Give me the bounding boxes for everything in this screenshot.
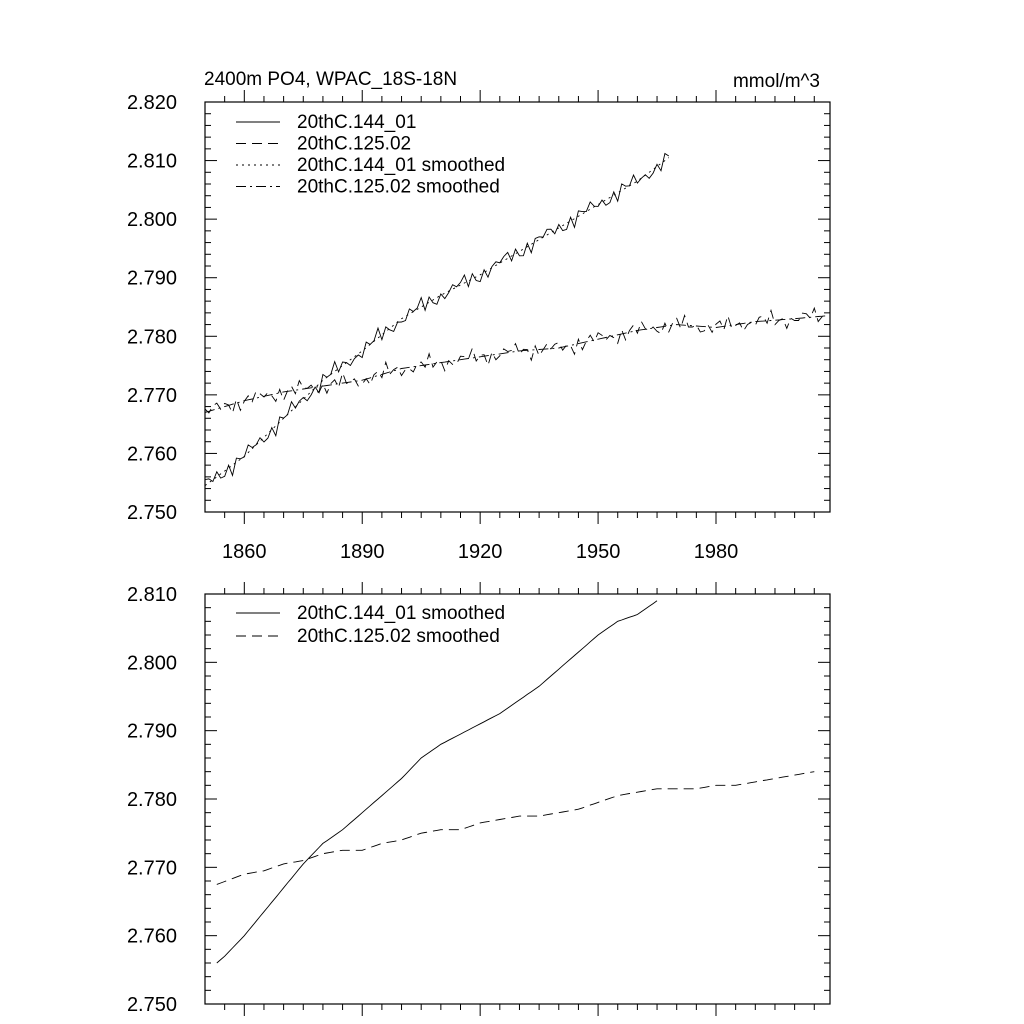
- x-tick-label: 1950: [576, 541, 621, 563]
- bottom-panel: 2.750 2.760 2.770 2.780 2.790 2.800 2.810 20th…: [127, 582, 831, 1016]
- y-tick-label: 2.750: [127, 994, 177, 1016]
- top-panel-series: [204, 152, 827, 486]
- x-tick-label: 1860: [222, 541, 267, 563]
- y-tick-label: 2.770: [127, 857, 177, 879]
- y-tick-label: 2.800: [127, 652, 177, 674]
- top-panel: 2400m PO4, WPAC_18S-18N mmol/m^3 2.7502.…: [127, 69, 831, 563]
- y-tick-label: 2.820: [127, 92, 177, 114]
- series-line: [204, 152, 670, 483]
- series-line: [204, 315, 827, 413]
- y-tick-label: 2.760: [127, 443, 177, 465]
- bottom-panel-ticks: 2.750 2.760 2.770 2.780 2.790 2.800 2.810: [127, 582, 830, 1016]
- legend-label: 20thC.125.02 smoothed: [297, 626, 500, 647]
- y-tick-label: 2.810: [127, 584, 177, 606]
- bottom-panel-series: [216, 600, 815, 964]
- y-tick-label: 2.800: [127, 209, 177, 231]
- series-line: [216, 771, 815, 885]
- top-panel-ticks: 2.750 2.760 2.770 2.780 2.790 2.800 2.810 2.820…: [127, 90, 830, 563]
- series-line: [216, 600, 658, 964]
- x-tick-label: 1890: [340, 541, 385, 563]
- series-line: [204, 306, 827, 415]
- bottom-panel-frame: [204, 593, 831, 1005]
- top-panel-units: mmol/m^3: [733, 71, 820, 92]
- top-panel-frame: [204, 101, 831, 513]
- y-tick-label: 2.790: [127, 268, 177, 290]
- x-tick-label: 1980: [694, 541, 739, 563]
- y-tick-label: 2.780: [127, 789, 177, 811]
- legend-label: 20thC.144_01 smoothed: [297, 603, 505, 624]
- legend-label: 20thC.144_01 smoothed: [297, 155, 505, 176]
- y-tick-label: 2.770: [127, 385, 177, 407]
- legend-label: 20thC.144_01: [297, 112, 416, 133]
- y-tick-label: 2.760: [127, 926, 177, 948]
- legend-label: 20thC.125.02: [297, 134, 411, 155]
- y-tick-label: 2.790: [127, 721, 177, 743]
- y-tick-label: 2.810: [127, 151, 177, 173]
- x-tick-label: 1920: [458, 541, 503, 563]
- top-panel-title: 2400m PO4, WPAC_18S-18N: [204, 69, 457, 90]
- legend-label: 20thC.125.02 smoothed: [297, 177, 500, 198]
- y-tick-label: 2.750: [127, 502, 177, 524]
- y-tick-label: 2.780: [127, 326, 177, 348]
